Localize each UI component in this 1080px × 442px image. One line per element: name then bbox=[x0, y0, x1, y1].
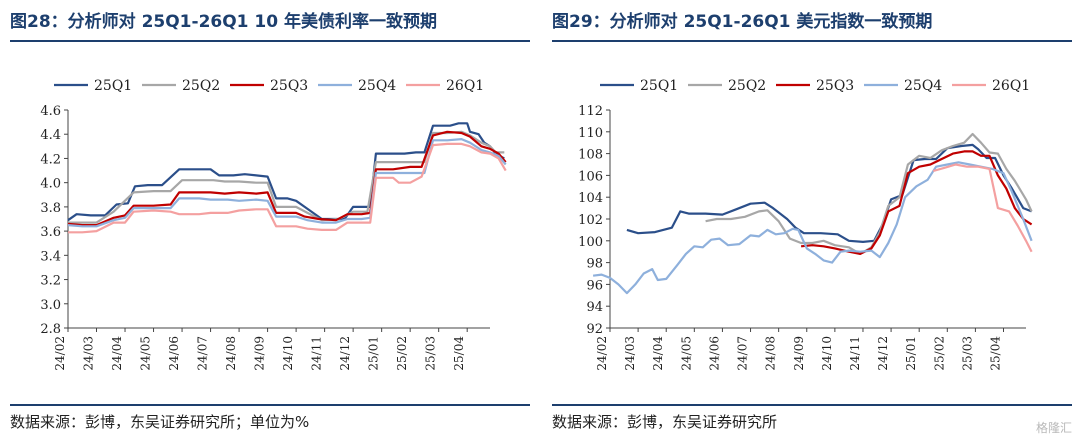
right-series-line-26Q1 bbox=[932, 163, 1033, 253]
left-figure-title: 图28：分析师对 25Q1-26Q1 10 年美债利率一致预期 bbox=[10, 12, 437, 32]
left-y-tick-label: 3.0 bbox=[40, 298, 61, 313]
left-series-line-25Q4 bbox=[67, 138, 507, 228]
right-y-tick-label: 104 bbox=[578, 191, 603, 206]
right-x-tick-label: 25/04 bbox=[989, 336, 1003, 371]
left-y-tick-label: 3.4 bbox=[40, 249, 61, 264]
left-x-tick-label: 24/10 bbox=[281, 336, 295, 371]
right-x-tick-label: 24/09 bbox=[792, 336, 806, 371]
right-y-tick-label: 106 bbox=[578, 169, 603, 184]
right-line-chart: 25Q1 25Q2 25Q3 25Q4 26Q1 92 94 96 98 100 102 104 106… bbox=[578, 78, 1033, 371]
left-x-tick-label: 24/11 bbox=[310, 336, 324, 371]
right-figure-panel: 图29：分析师对 25Q1-26Q1 美元指数一致预期 25Q1 25Q2 25Q3… bbox=[552, 0, 1072, 442]
right-x-tick-label: 24/03 bbox=[623, 336, 637, 371]
left-x-tick-label: 24/04 bbox=[110, 336, 124, 371]
left-x-tick-label: 24/07 bbox=[196, 336, 210, 371]
right-x-tick-label: 25/03 bbox=[960, 336, 974, 371]
right-y-tick-label: 108 bbox=[578, 148, 603, 163]
right-series-line-25Q4 bbox=[592, 161, 1033, 295]
right-series-line-25Q1 bbox=[626, 143, 1033, 243]
right-legend-label-26Q1: 26Q1 bbox=[992, 78, 1030, 94]
left-figure-panel: 图28：分析师对 25Q1-26Q1 10 年美债利率一致预期 25Q1 25Q2… bbox=[10, 0, 530, 442]
right-y-tick-label: 112 bbox=[578, 104, 603, 119]
left-y-tick-label: 3.6 bbox=[40, 225, 61, 240]
right-x-tick-label: 24/08 bbox=[764, 336, 778, 371]
right-y-tick-label: 110 bbox=[578, 126, 603, 141]
left-y-tick-label: 4.2 bbox=[40, 152, 61, 167]
left-line-chart: 25Q1 25Q2 25Q3 25Q4 26Q1 2.8 3.0 3.2 3.4 3.6 3.8 4.… bbox=[40, 78, 507, 371]
left-x-tick-label: 24/02 bbox=[53, 336, 67, 371]
right-x-tick-label: 24/02 bbox=[595, 336, 609, 371]
left-x-tick-label: 24/03 bbox=[82, 336, 96, 371]
right-x-tick-label: 25/01 bbox=[904, 336, 918, 371]
left-y-tick-label: 4.0 bbox=[40, 177, 61, 192]
right-x-tick-label: 25/02 bbox=[932, 336, 946, 371]
right-title-rule bbox=[552, 40, 1072, 42]
left-x-tick-label: 24/12 bbox=[338, 336, 352, 371]
left-y-tick-label: 4.4 bbox=[40, 128, 61, 143]
right-x-tick-label: 24/12 bbox=[876, 336, 890, 371]
left-x-tick-label: 25/01 bbox=[367, 336, 381, 371]
left-x-tick-label: 24/09 bbox=[253, 336, 267, 371]
right-legend-label-25Q4: 25Q4 bbox=[904, 78, 942, 94]
left-legend-label-25Q1: 25Q1 bbox=[94, 78, 132, 94]
right-x-tick-label: 24/07 bbox=[736, 336, 750, 371]
right-y-tick-label: 92 bbox=[586, 322, 603, 337]
left-y-tick-label: 3.2 bbox=[40, 274, 61, 289]
right-legend-label-25Q2: 25Q2 bbox=[728, 78, 766, 94]
right-source-note: 数据来源：彭博，东吴证券研究所 bbox=[552, 413, 778, 431]
right-x-tick-label: 24/04 bbox=[651, 336, 665, 371]
right-source-rule bbox=[552, 404, 1072, 406]
left-y-tick-label: 2.8 bbox=[40, 322, 61, 337]
left-source-note: 数据来源：彭博，东吴证券研究所；单位为% bbox=[10, 413, 310, 431]
left-x-tick-label: 24/06 bbox=[167, 336, 181, 371]
left-legend-label-26Q1: 26Q1 bbox=[446, 78, 484, 94]
right-legend-label-25Q1: 25Q1 bbox=[640, 78, 678, 94]
left-legend-label-25Q3: 25Q3 bbox=[270, 78, 308, 94]
left-y-tick-label: 4.6 bbox=[40, 104, 61, 119]
right-y-tick-label: 100 bbox=[578, 235, 603, 250]
left-series-line-25Q3 bbox=[67, 130, 507, 227]
left-y-tick-label: 3.8 bbox=[40, 201, 61, 216]
left-x-tick-label: 25/04 bbox=[452, 336, 466, 371]
right-figure-title: 图29：分析师对 25Q1-26Q1 美元指数一致预期 bbox=[552, 12, 933, 32]
right-x-tick-label: 24/11 bbox=[848, 336, 862, 371]
right-series-line-25Q2 bbox=[705, 132, 1033, 255]
right-y-tick-label: 98 bbox=[586, 257, 603, 272]
left-title-rule bbox=[10, 40, 530, 42]
watermark-logo: 格隆汇 bbox=[1035, 421, 1072, 435]
left-legend-label-25Q4: 25Q4 bbox=[358, 78, 396, 94]
right-y-tick-label: 102 bbox=[578, 213, 603, 228]
left-x-tick-label: 25/02 bbox=[395, 336, 409, 371]
right-x-tick-label: 24/06 bbox=[707, 336, 721, 371]
left-x-tick-label: 24/05 bbox=[139, 336, 153, 371]
right-y-tick-label: 96 bbox=[586, 278, 603, 293]
right-legend-label-25Q3: 25Q3 bbox=[816, 78, 854, 94]
left-source-rule bbox=[10, 404, 530, 406]
left-legend-label-25Q2: 25Q2 bbox=[182, 78, 220, 94]
left-x-tick-label: 24/08 bbox=[224, 336, 238, 371]
right-x-tick-label: 24/05 bbox=[679, 336, 693, 371]
right-x-tick-label: 24/10 bbox=[820, 336, 834, 371]
left-series-line-26Q1 bbox=[68, 142, 507, 234]
right-y-tick-label: 94 bbox=[586, 300, 603, 315]
left-x-tick-label: 25/03 bbox=[424, 336, 438, 371]
